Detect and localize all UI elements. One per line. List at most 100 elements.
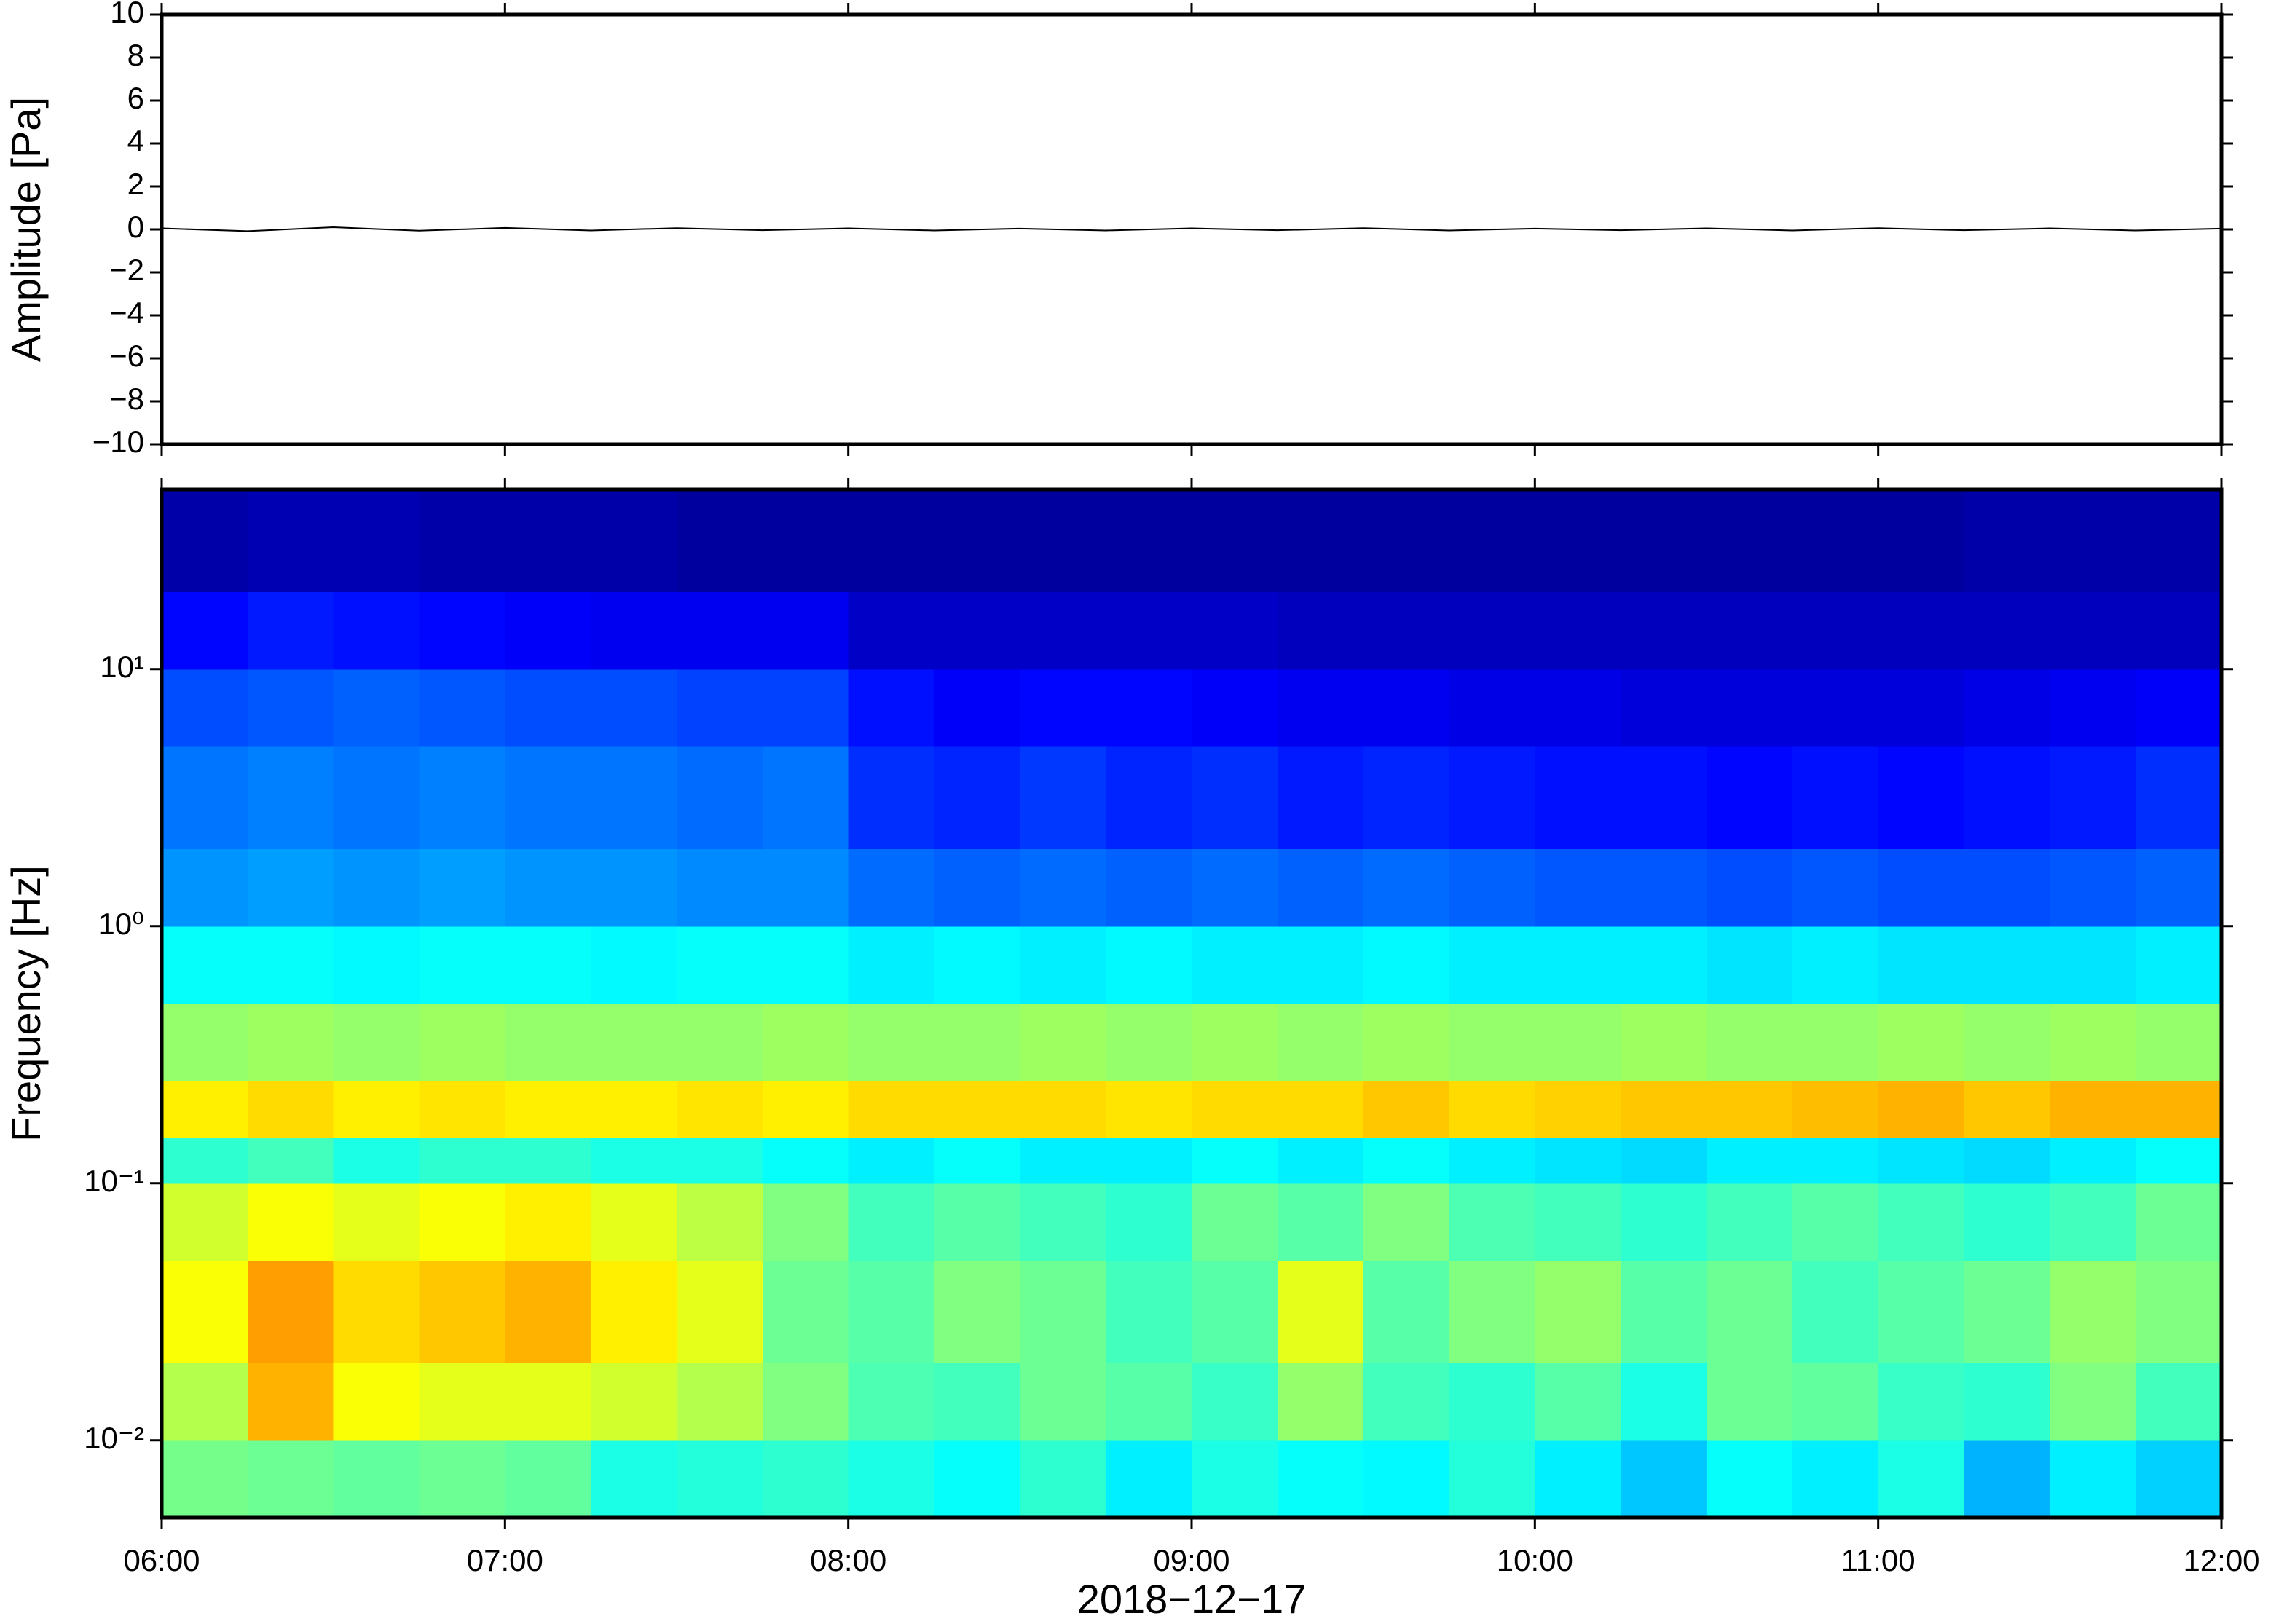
axes: −10 −8 −6 −4 −2 0 2 4 6 8 10 Amplitude [Pa] 10⁻² 10⁻¹… [3,0,2260,1622]
spectrogram-cell [934,489,1020,593]
spectrogram-cell [1020,669,1106,747]
spectrogram-cell [591,746,677,850]
spectrogram-cell [419,1440,505,1518]
spectrogram-cell [1363,669,1450,747]
x-axis-title: 2018−12−17 [1077,1576,1307,1622]
spectrogram-cell [1020,1261,1106,1364]
spectrogram-cell [934,1004,1020,1081]
spectrogram-cell [1964,848,2050,927]
spectrogram-cell [1878,1081,1965,1139]
spectrogram-cell [162,926,248,1004]
spectrogram-cell [505,1440,591,1518]
spectrogram-cell [1792,591,1879,670]
spectrogram-cell [848,1138,935,1184]
spectrogram-cell [1106,489,1192,593]
spectrogram-cell [1277,1081,1364,1139]
y-axis-title: Frequency [Hz] [3,865,49,1142]
spectrogram-cell [848,848,935,927]
spectrogram-cell [247,1183,334,1261]
spectrogram-cell [1363,591,1450,670]
spectrogram-cell [505,591,591,670]
spectrogram-cell [419,746,505,850]
y-tick-label: −4 [109,296,144,330]
spectrogram-cell [1964,1261,2050,1364]
spectrogram-cell [1535,1183,1621,1261]
spectrogram-cell [677,926,763,1004]
y-tick-label: −8 [109,382,144,416]
spectrogram-cell [1449,1261,1535,1364]
spectrogram-cell [333,1004,420,1081]
spectrogram-cell [1621,746,1707,850]
spectrogram-cell [1535,1363,1621,1441]
spectrogram-cell [1621,1004,1707,1081]
spectrogram-cell [1277,1261,1364,1364]
spectrogram-cell [1535,848,1621,927]
spectrogram-cell [1020,1363,1106,1441]
spectrogram-cell [591,1081,677,1139]
spectrogram-cell [1192,1138,1278,1184]
spectrogram-cell [2136,1261,2222,1364]
spectrogram-cell [591,669,677,747]
spectrogram-cell [1106,926,1192,1004]
spectrogram-cell [591,591,677,670]
spectrogram-cell [677,669,763,747]
spectrogram-cell [1535,746,1621,850]
spectrogram-cell [762,926,849,1004]
spectrogram-cell [1535,1440,1621,1518]
spectrogram-cell [1449,1004,1535,1081]
spectrogram-cell [1964,1004,2050,1081]
spectrogram-cell [762,848,849,927]
spectrogram-cell [1878,746,1965,850]
spectrogram-cell [1621,669,1707,747]
y-tick-label: 2 [127,167,144,201]
spectrogram-cell [247,1261,334,1364]
spectrogram-cell [333,489,420,593]
spectrogram-cell [1792,848,1879,927]
spectrogram-cell [505,489,591,593]
spectrogram-cell [505,1138,591,1184]
waveform-line [161,226,2222,232]
spectrogram-cell [1792,489,1879,593]
plot-area [161,226,2222,1518]
spectrogram-cell [1449,1440,1535,1518]
spectrogram-cell [1020,1138,1106,1184]
spectrogram-cell [419,1363,505,1441]
spectrogram-cell [1964,1081,2050,1139]
spectrogram-cell [1707,591,1793,670]
spectrogram-cell [1535,1004,1621,1081]
spectrogram-cell [934,669,1020,747]
spectrogram-cell [1192,1004,1278,1081]
spectrogram-cell [677,1183,763,1261]
spectrogram-cell [677,489,763,593]
spectrogram-cell [1707,926,1793,1004]
spectrogram-cell [333,1440,420,1518]
spectrogram-cell [1192,746,1278,850]
spectrogram-cell [419,591,505,670]
spectrogram-cell [333,926,420,1004]
spectrogram-cell [1020,746,1106,850]
spectrogram-cell [1621,591,1707,670]
spectrogram-cell [1535,669,1621,747]
spectrogram-cell [591,848,677,927]
y-tick-label: 10⁻¹ [84,1164,144,1198]
spectrogram-cell [1363,1081,1450,1139]
spectrogram-cell [1964,669,2050,747]
spectrogram-cell [1535,1138,1621,1184]
spectrogram-cell [848,1363,935,1441]
y-tick-label: −6 [109,339,144,373]
spectrogram-cell [162,669,248,747]
spectrogram-cell [419,489,505,593]
x-tick-label: 09:00 [1153,1543,1229,1577]
spectrogram-cell [162,1081,248,1139]
spectrogram-cell [505,669,591,747]
spectrogram-cell [1878,1183,1965,1261]
spectrogram-cell [2136,591,2222,670]
spectrogram-cell [1535,1261,1621,1364]
spectrogram-cell [1707,669,1793,747]
spectrogram-cell [1192,1363,1278,1441]
spectrogram-cell [1792,1081,1879,1139]
spectrogram-cell [1792,1183,1879,1261]
spectrogram-cell [1106,848,1192,927]
